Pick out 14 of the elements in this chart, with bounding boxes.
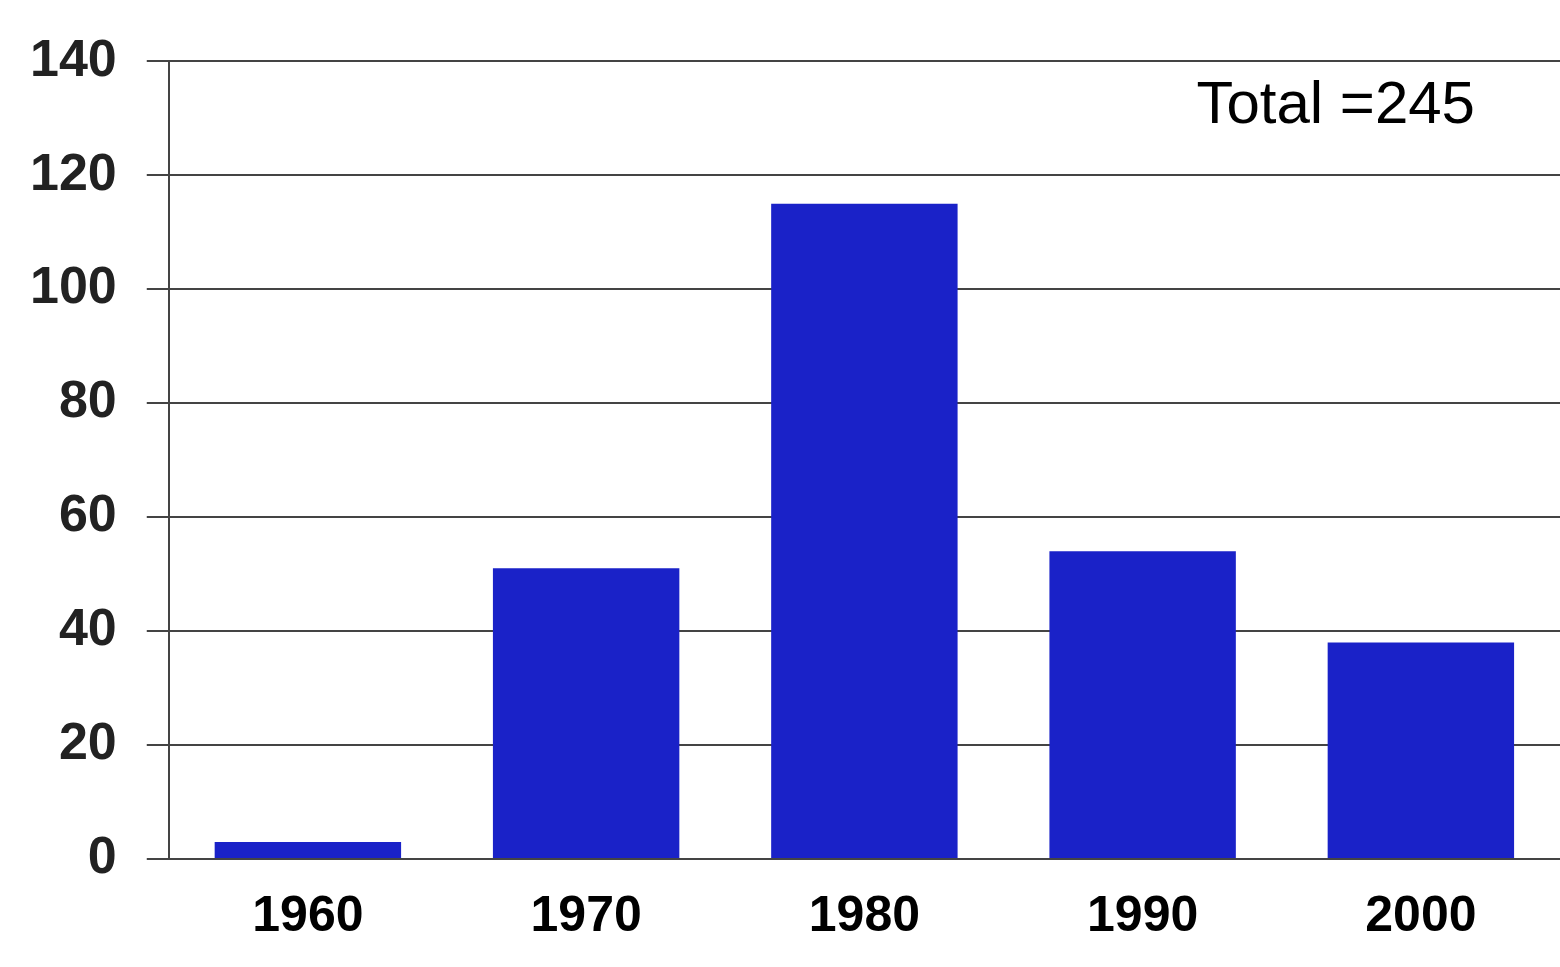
y-tick-label: 40 — [58, 598, 117, 657]
annotation: Total =245 — [1196, 68, 1475, 136]
y-tick-label: 0 — [87, 826, 117, 885]
x-tick-label: 1980 — [808, 885, 920, 942]
x-tick-label: 1970 — [530, 885, 642, 942]
y-tick-label: 100 — [29, 256, 117, 315]
x-tick-label: 1990 — [1087, 885, 1199, 942]
x-tick-label: 2000 — [1365, 885, 1477, 942]
y-tick-label: 20 — [58, 712, 117, 771]
y-tick-label: 120 — [29, 142, 117, 201]
y-tick-label: 140 — [29, 28, 117, 87]
x-tick-label: 1960 — [252, 885, 364, 942]
y-tick-label: 80 — [58, 370, 117, 429]
y-tick-label: 60 — [58, 484, 117, 543]
